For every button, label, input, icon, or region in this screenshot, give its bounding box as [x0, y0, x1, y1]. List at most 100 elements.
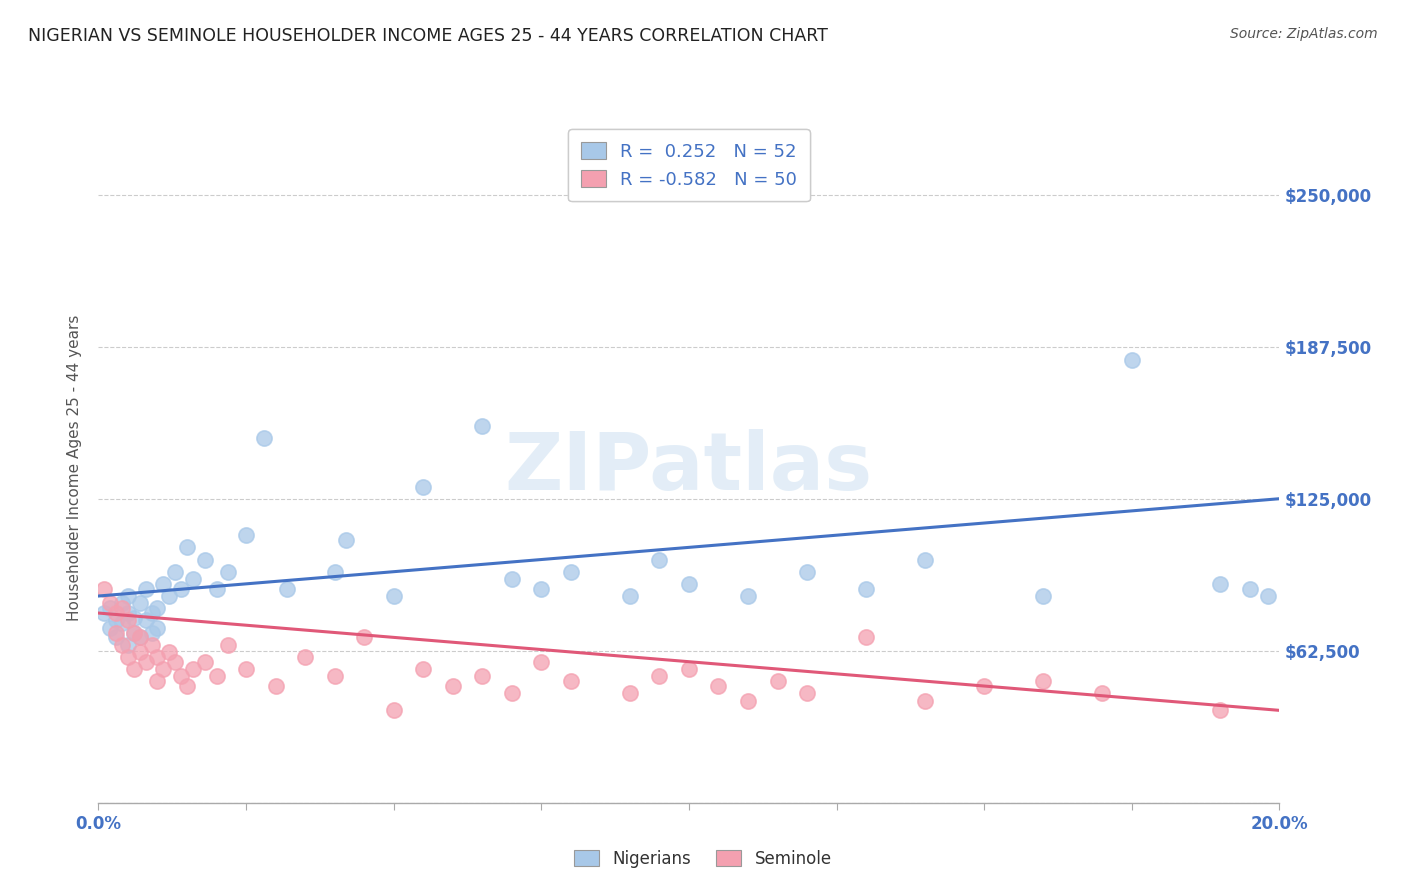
- Point: [98, 601, 121, 615]
- Point: [323, 565, 346, 579]
- Point: [1032, 674, 1054, 689]
- Point: [128, 631, 150, 645]
- Point: [122, 625, 145, 640]
- Point: [128, 645, 150, 659]
- Point: [796, 565, 818, 579]
- Point: [98, 596, 121, 610]
- Point: [117, 638, 139, 652]
- Point: [619, 589, 641, 603]
- Point: [111, 601, 134, 615]
- Point: [122, 611, 145, 625]
- Point: [128, 631, 150, 645]
- Point: [105, 606, 128, 620]
- Point: [560, 565, 582, 579]
- Point: [471, 418, 494, 433]
- Point: [471, 669, 494, 683]
- Point: [117, 589, 139, 603]
- Point: [176, 679, 198, 693]
- Point: [217, 565, 239, 579]
- Point: [737, 693, 759, 707]
- Point: [560, 674, 582, 689]
- Point: [1257, 589, 1279, 603]
- Point: [914, 693, 936, 707]
- Point: [122, 625, 145, 640]
- Point: [98, 621, 121, 635]
- Point: [135, 655, 157, 669]
- Point: [678, 577, 700, 591]
- Point: [973, 679, 995, 693]
- Point: [170, 582, 193, 596]
- Point: [1091, 686, 1114, 700]
- Legend: Nigerians, Seminole: Nigerians, Seminole: [568, 844, 838, 875]
- Point: [766, 674, 789, 689]
- Point: [152, 577, 174, 591]
- Point: [1209, 703, 1232, 717]
- Point: [146, 674, 169, 689]
- Point: [205, 669, 228, 683]
- Point: [1209, 577, 1232, 591]
- Point: [335, 533, 357, 547]
- Point: [93, 606, 115, 620]
- Point: [146, 601, 169, 615]
- Point: [1121, 353, 1143, 368]
- Point: [122, 662, 145, 676]
- Point: [117, 649, 139, 664]
- Point: [152, 662, 174, 676]
- Point: [194, 655, 217, 669]
- Point: [1239, 582, 1261, 596]
- Point: [157, 589, 180, 603]
- Point: [93, 582, 115, 596]
- Point: [648, 669, 671, 683]
- Text: Source: ZipAtlas.com: Source: ZipAtlas.com: [1230, 27, 1378, 41]
- Point: [135, 582, 157, 596]
- Point: [253, 431, 276, 445]
- Point: [181, 572, 204, 586]
- Point: [323, 669, 346, 683]
- Point: [117, 606, 139, 620]
- Point: [105, 625, 128, 640]
- Point: [501, 686, 523, 700]
- Point: [217, 638, 239, 652]
- Point: [294, 649, 316, 664]
- Point: [530, 655, 553, 669]
- Point: [501, 572, 523, 586]
- Point: [117, 613, 139, 627]
- Point: [111, 596, 134, 610]
- Point: [412, 479, 434, 493]
- Point: [235, 528, 257, 542]
- Point: [146, 649, 169, 664]
- Point: [530, 582, 553, 596]
- Point: [264, 679, 287, 693]
- Y-axis label: Householder Income Ages 25 - 44 years: Householder Income Ages 25 - 44 years: [67, 315, 83, 622]
- Point: [619, 686, 641, 700]
- Text: NIGERIAN VS SEMINOLE HOUSEHOLDER INCOME AGES 25 - 44 YEARS CORRELATION CHART: NIGERIAN VS SEMINOLE HOUSEHOLDER INCOME …: [28, 27, 828, 45]
- Point: [353, 631, 375, 645]
- Point: [1032, 589, 1054, 603]
- Point: [135, 613, 157, 627]
- Point: [678, 662, 700, 676]
- Point: [141, 625, 163, 640]
- Point: [382, 703, 405, 717]
- Point: [276, 582, 298, 596]
- Point: [111, 638, 134, 652]
- Point: [157, 645, 180, 659]
- Point: [176, 541, 198, 555]
- Point: [855, 631, 877, 645]
- Point: [235, 662, 257, 676]
- Point: [737, 589, 759, 603]
- Point: [111, 615, 134, 630]
- Point: [796, 686, 818, 700]
- Point: [170, 669, 193, 683]
- Legend: R =  0.252   N = 52, R = -0.582   N = 50: R = 0.252 N = 52, R = -0.582 N = 50: [568, 129, 810, 202]
- Point: [412, 662, 434, 676]
- Point: [146, 621, 169, 635]
- Point: [181, 662, 204, 676]
- Point: [441, 679, 464, 693]
- Point: [205, 582, 228, 596]
- Point: [382, 589, 405, 603]
- Point: [855, 582, 877, 596]
- Point: [707, 679, 730, 693]
- Point: [141, 638, 163, 652]
- Point: [141, 606, 163, 620]
- Point: [105, 631, 128, 645]
